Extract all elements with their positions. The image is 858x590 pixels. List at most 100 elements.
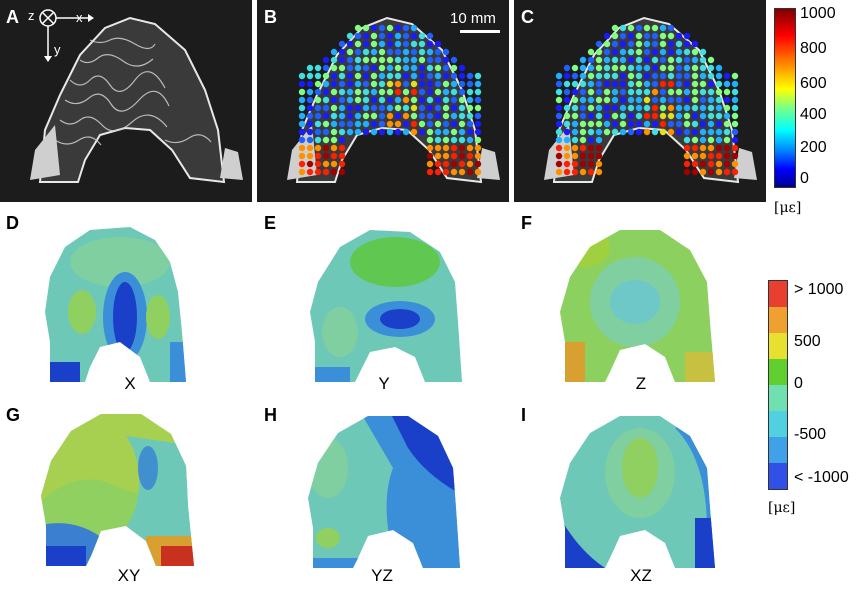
colorbar-discrete xyxy=(768,280,788,490)
strain-dot xyxy=(442,120,450,128)
strain-dot xyxy=(330,112,338,120)
strain-dot xyxy=(346,32,354,40)
strain-dot xyxy=(603,48,611,56)
strain-dot xyxy=(731,168,739,176)
strain-dot xyxy=(619,120,627,128)
strain-dot xyxy=(322,152,330,160)
strain-dot xyxy=(587,120,595,128)
strain-dot xyxy=(354,24,362,32)
strain-dot xyxy=(707,64,715,72)
strain-dot xyxy=(338,144,346,152)
strain-dot xyxy=(691,152,699,160)
strain-dot xyxy=(434,168,442,176)
strain-dot xyxy=(338,136,346,144)
strain-dot xyxy=(314,144,322,152)
strain-dot xyxy=(731,72,739,80)
strain-dot xyxy=(587,104,595,112)
strain-dot xyxy=(322,72,330,80)
strain-dot xyxy=(627,88,635,96)
strain-dot xyxy=(426,128,434,136)
axis-triad-icon xyxy=(39,9,94,62)
strain-dot xyxy=(667,32,675,40)
strain-dot xyxy=(619,64,627,72)
strain-dot xyxy=(619,88,627,96)
strain-dot xyxy=(595,160,603,168)
strain-dot xyxy=(579,168,587,176)
strain-dot xyxy=(378,88,386,96)
strain-dot xyxy=(611,56,619,64)
strain-dot xyxy=(370,72,378,80)
strain-dot xyxy=(715,64,723,72)
strain-dot xyxy=(563,64,571,72)
strain-dot xyxy=(579,88,587,96)
strain-dot xyxy=(298,144,306,152)
strain-dot xyxy=(314,160,322,168)
strain-dot xyxy=(474,144,482,152)
strain-dot xyxy=(627,64,635,72)
strain-dot xyxy=(410,32,418,40)
strain-dot xyxy=(603,80,611,88)
strain-dot xyxy=(563,96,571,104)
strain-dot xyxy=(635,24,643,32)
strain-dot xyxy=(338,56,346,64)
strain-dot xyxy=(675,104,683,112)
strain-dot xyxy=(579,96,587,104)
strain-dot xyxy=(362,112,370,120)
strain-dot xyxy=(354,128,362,136)
strain-dot xyxy=(378,32,386,40)
strain-dot xyxy=(563,136,571,144)
strain-dot xyxy=(707,128,715,136)
strain-dot xyxy=(410,24,418,32)
strain-dot xyxy=(563,72,571,80)
strain-dot xyxy=(635,120,643,128)
axis-label-z: z xyxy=(28,8,35,23)
strain-dot xyxy=(683,136,691,144)
strain-dot xyxy=(362,56,370,64)
strain-dot xyxy=(450,128,458,136)
strain-dot xyxy=(667,24,675,32)
strain-dot xyxy=(298,104,306,112)
strain-dot xyxy=(426,112,434,120)
strain-dot xyxy=(595,136,603,144)
strain-dot xyxy=(643,72,651,80)
strain-dot xyxy=(651,56,659,64)
strain-dot xyxy=(354,40,362,48)
strain-dot xyxy=(362,40,370,48)
strain-dot xyxy=(362,104,370,112)
strain-dot xyxy=(362,88,370,96)
bone-ct-strain-overlay-b xyxy=(287,16,500,184)
strain-dot xyxy=(458,136,466,144)
strain-dot xyxy=(675,128,683,136)
strain-dot xyxy=(579,152,587,160)
panel-label-g: G xyxy=(6,405,21,425)
strain-dot xyxy=(707,88,715,96)
strain-dot xyxy=(434,120,442,128)
strain-dot xyxy=(418,48,426,56)
strain-dot xyxy=(378,80,386,88)
strain-dot xyxy=(418,72,426,80)
strain-dot xyxy=(635,112,643,120)
strain-dot xyxy=(426,48,434,56)
strain-dot xyxy=(611,80,619,88)
strain-dot xyxy=(683,144,691,152)
strain-dot xyxy=(354,64,362,72)
strain-dot xyxy=(619,104,627,112)
strain-dot xyxy=(442,136,450,144)
strain-dot xyxy=(450,80,458,88)
strain-dot xyxy=(587,56,595,64)
strain-dot xyxy=(442,104,450,112)
strain-dot xyxy=(314,136,322,144)
strain-dot xyxy=(386,128,394,136)
strain-dot xyxy=(434,112,442,120)
strain-dot xyxy=(442,48,450,56)
strain-dot xyxy=(619,80,627,88)
strain-dot xyxy=(370,96,378,104)
strain-dot xyxy=(338,88,346,96)
strain-dot xyxy=(298,80,306,88)
strain-dot xyxy=(434,128,442,136)
strain-dot xyxy=(386,48,394,56)
strain-dot xyxy=(691,128,699,136)
strain-dot xyxy=(442,56,450,64)
strain-dot xyxy=(306,64,314,72)
strain-dot xyxy=(603,88,611,96)
